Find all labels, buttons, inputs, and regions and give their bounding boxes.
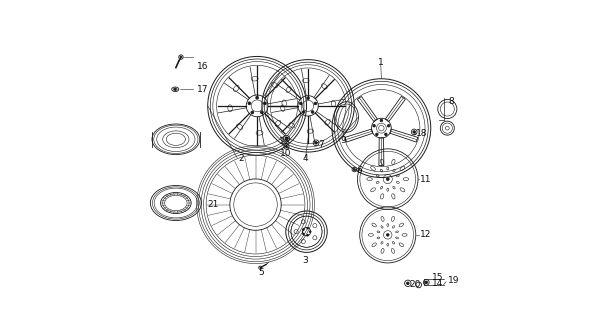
Circle shape — [376, 133, 378, 136]
Circle shape — [261, 111, 264, 114]
Circle shape — [264, 102, 266, 105]
Text: 19: 19 — [447, 276, 459, 285]
Circle shape — [302, 111, 305, 113]
Circle shape — [413, 131, 416, 133]
Text: 14: 14 — [432, 279, 444, 288]
Text: 4: 4 — [303, 154, 308, 163]
Circle shape — [311, 111, 314, 113]
Circle shape — [180, 56, 182, 58]
Circle shape — [387, 124, 390, 127]
Text: 2: 2 — [238, 154, 243, 163]
Circle shape — [248, 102, 251, 105]
Circle shape — [174, 88, 176, 90]
Circle shape — [303, 229, 304, 230]
Text: 1: 1 — [378, 58, 384, 67]
Circle shape — [307, 235, 308, 236]
Circle shape — [303, 233, 304, 235]
Text: 12: 12 — [420, 230, 431, 239]
Circle shape — [380, 119, 383, 122]
Circle shape — [256, 96, 259, 99]
Text: 7: 7 — [319, 140, 324, 149]
Circle shape — [310, 231, 311, 233]
Circle shape — [386, 234, 389, 236]
Circle shape — [306, 97, 310, 100]
Circle shape — [425, 281, 428, 284]
Text: 8: 8 — [448, 97, 454, 106]
Text: 3: 3 — [303, 256, 308, 265]
Text: 18: 18 — [416, 129, 428, 138]
Text: 21: 21 — [207, 200, 218, 209]
Text: 13: 13 — [279, 137, 291, 146]
Text: 10: 10 — [280, 149, 292, 158]
Circle shape — [300, 102, 302, 105]
Text: 16: 16 — [197, 62, 208, 71]
Circle shape — [286, 146, 287, 148]
Text: 15: 15 — [432, 273, 444, 282]
Text: 5: 5 — [259, 268, 264, 277]
Circle shape — [315, 141, 318, 144]
Text: 20: 20 — [409, 280, 421, 289]
Circle shape — [353, 169, 356, 171]
Circle shape — [373, 124, 375, 127]
Circle shape — [251, 111, 254, 114]
Circle shape — [314, 102, 317, 105]
Text: 11: 11 — [420, 175, 431, 184]
Circle shape — [285, 137, 287, 140]
Circle shape — [384, 133, 387, 136]
Text: 9: 9 — [340, 136, 346, 145]
Text: 6: 6 — [357, 166, 363, 175]
Circle shape — [386, 178, 389, 180]
Circle shape — [406, 282, 409, 284]
Text: 17: 17 — [197, 85, 208, 94]
Circle shape — [307, 227, 308, 229]
